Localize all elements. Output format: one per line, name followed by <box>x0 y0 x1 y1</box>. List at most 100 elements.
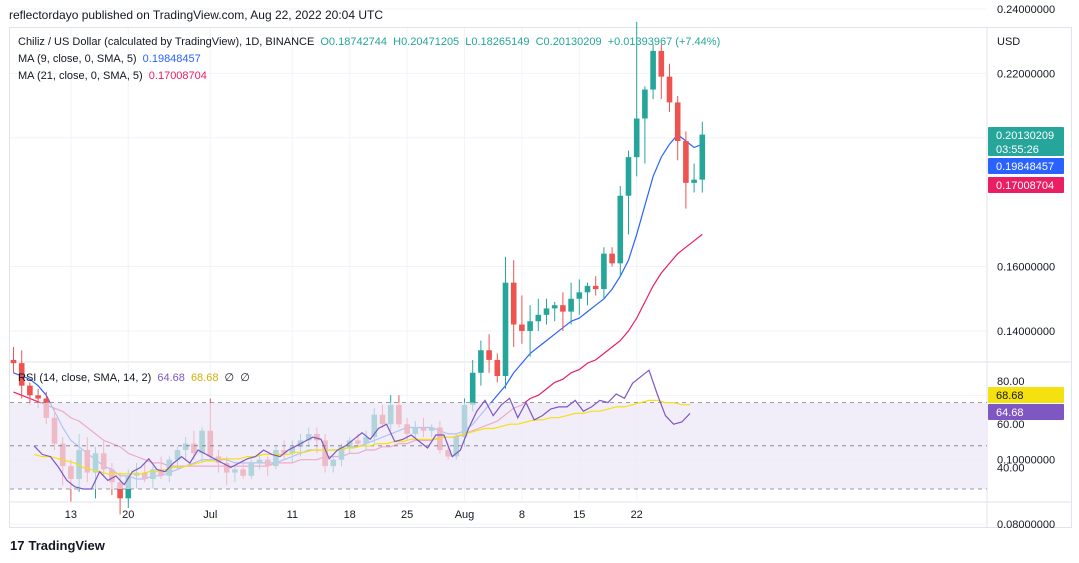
candle-body <box>10 359 17 364</box>
ma9-label: MA (9, close, 0, SMA, 5) <box>18 53 137 65</box>
candle <box>18 350 25 399</box>
candle <box>560 292 566 331</box>
candle-body <box>510 282 517 325</box>
candle-body <box>601 253 607 290</box>
currency-label: USD <box>997 36 1020 48</box>
high-label: H <box>393 36 402 48</box>
price-axis: USD0.240000000.220000000.200000000.16000… <box>988 4 1064 531</box>
candle <box>658 44 665 100</box>
candle <box>519 295 525 344</box>
rsi-ma-badge-text: 68.68 <box>996 390 1024 402</box>
price-tick-label: 0.24000000 <box>997 4 1055 16</box>
close-price-badge: 0.20130209 03:55:26 <box>988 127 1064 156</box>
candle-body <box>117 482 123 499</box>
price-tick-label: 0.22000000 <box>997 68 1055 80</box>
low-value: 0.18265149 <box>471 36 530 48</box>
ma9-badge-bg <box>988 158 1064 174</box>
candle-body <box>18 363 25 386</box>
rsi-legend[interactable]: RSI (14, close, SMA, 14, 2) 64.68 68.68 … <box>18 371 253 384</box>
ma21-legend[interactable]: MA (21, close, 0, SMA, 5) 0.17008704 <box>18 70 210 82</box>
symbol-name[interactable]: Chiliz / US Dollar (calculated by Tradin… <box>18 36 315 48</box>
candle <box>592 276 599 296</box>
price-tick-label: 0.16000000 <box>997 262 1055 274</box>
candle-body <box>27 385 33 396</box>
candle-body <box>502 282 509 377</box>
open-label: O <box>320 36 329 48</box>
candle-body <box>469 372 476 405</box>
brand-name: TradingView <box>28 538 105 553</box>
time-tick-label: 11 <box>287 509 298 521</box>
low-label: L <box>465 36 472 48</box>
ma9-legend[interactable]: MA (9, close, 0, SMA, 5) 0.19848457 <box>18 53 204 65</box>
candle-body <box>527 321 533 331</box>
candle <box>27 382 33 405</box>
candle <box>650 44 656 100</box>
candle-body <box>568 298 574 312</box>
rsi-ma-line <box>33 399 690 475</box>
candle-body <box>486 350 492 360</box>
rsi-badge-bg <box>988 404 1064 420</box>
candle <box>551 301 558 322</box>
rsi-extra-2: ∅ <box>240 372 250 384</box>
candle <box>535 298 542 331</box>
rsi-ma-badge-bg <box>988 387 1064 403</box>
tradingview-footer[interactable]: 17 TradingView <box>10 538 105 553</box>
ma21-badge-bg <box>988 177 1064 193</box>
time-tick-label: 15 <box>573 509 585 521</box>
candle-body <box>650 50 656 90</box>
candle <box>584 282 591 306</box>
ma9-badge-text: 0.19848457 <box>996 161 1054 173</box>
rsi-extra-1: ∅ <box>224 372 235 384</box>
candle <box>576 279 583 315</box>
candle <box>10 347 17 373</box>
candle-body <box>691 179 697 183</box>
close-value: 0.20130209 <box>543 36 602 48</box>
rsi-pane <box>10 369 987 490</box>
rsi-badge: 64.68 <box>988 404 1064 420</box>
ma21-value: 0.17008704 <box>148 70 207 82</box>
ma21-label: MA (21, close, 0, SMA, 5) <box>18 70 143 82</box>
candle-body <box>642 89 648 119</box>
candle-body <box>699 134 706 180</box>
high-value: 0.20471205 <box>401 36 460 48</box>
time-axis: 13 20 Jul 11 18 25 Aug 8 15 22 <box>65 509 643 521</box>
candle-body <box>551 305 558 309</box>
rsi-badge-text: 64.68 <box>996 407 1024 419</box>
candle <box>486 334 492 373</box>
time-tick-label: Aug <box>455 509 475 521</box>
close-price-badge-bg <box>988 127 1064 156</box>
candle <box>625 150 632 235</box>
time-tick-label: 20 <box>122 509 134 521</box>
time-tick-label: 22 <box>631 509 643 521</box>
rsi-tick-label: 60.00 <box>997 419 1025 431</box>
candle-body <box>674 102 681 142</box>
close-price-badge-text: 0.20130209 <box>996 130 1054 142</box>
tradingview-logo-icon: 17 <box>10 538 25 553</box>
publish-info: reflectordayo published on TradingView.c… <box>9 8 384 22</box>
candle-body <box>584 285 591 293</box>
time-tick-label: 25 <box>401 509 413 521</box>
candle-body <box>519 324 525 331</box>
candle <box>683 131 689 209</box>
candle-body <box>609 253 615 264</box>
candle-body <box>478 350 484 373</box>
candle-body <box>560 305 566 312</box>
open-value: 0.18742744 <box>328 36 388 48</box>
candle <box>666 63 673 113</box>
ma21-badge-text: 0.17008704 <box>996 180 1054 192</box>
rsi-value: 64.68 <box>157 372 185 384</box>
candle-body <box>576 292 583 299</box>
candle <box>691 163 697 193</box>
close-price-badge-text: 03:55:26 <box>996 144 1039 156</box>
candle <box>510 260 517 348</box>
rsi-label: RSI (14, close, SMA, 14, 2) <box>18 372 152 384</box>
rsi-tick-label: 40.00 <box>997 462 1025 474</box>
candle <box>617 186 624 277</box>
rsi-tick-label: 80.00 <box>997 376 1025 388</box>
candle <box>609 247 615 267</box>
symbol-legend: Chiliz / US Dollar (calculated by Tradin… <box>18 36 723 48</box>
price-tick-label: 0.10000000 <box>997 455 1055 467</box>
close-label: C <box>535 36 544 48</box>
candle <box>543 298 550 325</box>
